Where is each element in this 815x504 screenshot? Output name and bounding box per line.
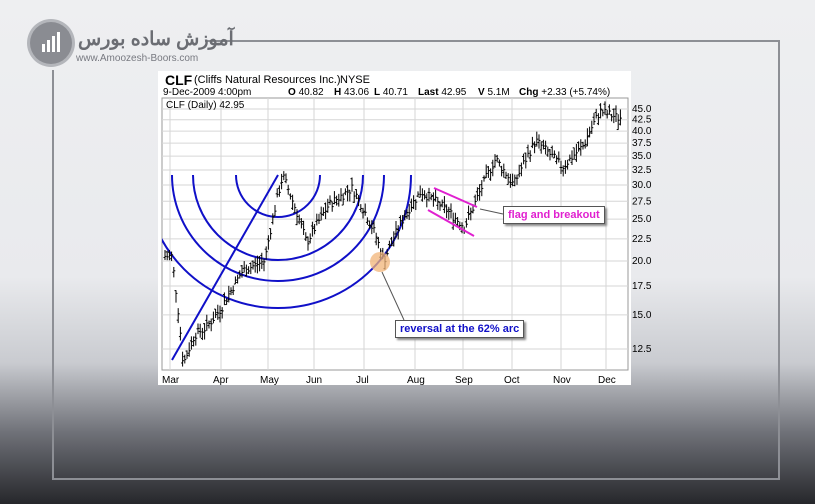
frame-top-line <box>205 40 780 42</box>
y-tick-label: 20.0 <box>632 256 652 267</box>
x-tick-label: Apr <box>213 375 229 386</box>
quote-volume: V 5.1M <box>478 87 510 98</box>
y-tick-label: 45.0 <box>632 104 652 115</box>
y-tick-label: 35.0 <box>632 151 652 162</box>
y-tick-label: 40.0 <box>632 126 652 137</box>
ticker-symbol: CLF <box>165 72 193 88</box>
trend-line <box>171 174 279 361</box>
x-tick-label: Oct <box>504 375 520 386</box>
y-tick-label: 37.5 <box>632 138 652 149</box>
fibonacci-arc <box>171 174 385 282</box>
brand-url: www.Amoozesh-Boors.com <box>76 53 199 64</box>
frame-right-line <box>778 40 780 480</box>
flag-breakout-callout: flag and breakout <box>503 206 605 224</box>
fibonacci-arc <box>192 174 364 261</box>
fibonacci-arc <box>162 174 412 309</box>
fibonacci-arc <box>235 174 321 218</box>
series-legend: CLF (Daily) 42.95 <box>166 100 245 111</box>
quote-last: Last 42.95 <box>418 87 467 98</box>
plot-area-border <box>161 97 629 371</box>
x-tick-label: Aug <box>407 375 425 386</box>
x-tick-label: Mar <box>162 375 180 386</box>
quote-change: Chg +2.33 (+5.74%) <box>519 87 611 98</box>
y-tick-label: 32.5 <box>632 165 652 176</box>
x-tick-label: Jun <box>306 375 322 386</box>
chart-logo-icon <box>42 32 60 52</box>
reversal-callout-leader <box>381 271 405 321</box>
brand-logo <box>30 22 72 64</box>
x-tick-label: Sep <box>455 375 473 386</box>
reversal-callout: reversal at the 62% arc <box>395 320 525 338</box>
frame-left-line <box>52 70 54 480</box>
x-tick-label: Jul <box>356 375 369 386</box>
reversal-marker <box>370 252 390 272</box>
x-tick-label: Nov <box>553 375 571 386</box>
flag-lower-line <box>427 209 475 237</box>
frame-bottom-line <box>52 478 780 480</box>
y-tick-label: 42.5 <box>632 115 652 126</box>
x-tick-label: Dec <box>598 375 616 386</box>
flag-upper-line <box>433 187 478 208</box>
company-name: (Cliffs Natural Resources Inc.) <box>194 74 341 86</box>
y-tick-label: 12.5 <box>632 344 652 355</box>
x-tick-label: May <box>260 375 279 386</box>
y-tick-label: 22.5 <box>632 234 652 245</box>
quote-open: O 40.82 <box>288 87 324 98</box>
quote-date: 9-Dec-2009 4:00pm <box>163 87 252 98</box>
quote-high: H 43.06 <box>334 87 370 98</box>
y-tick-label: 27.5 <box>632 196 652 207</box>
flag-callout-leader <box>479 208 504 215</box>
brand-name: آموزش ساده بورس <box>78 29 234 50</box>
exchange-name: NYSE <box>340 74 370 86</box>
y-tick-label: 30.0 <box>632 180 652 191</box>
chart-panel <box>158 71 631 385</box>
y-tick-label: 25.0 <box>632 214 652 225</box>
y-tick-label: 17.5 <box>632 281 652 292</box>
quote-low: L 40.71 <box>374 87 408 98</box>
y-tick-label: 15.0 <box>632 310 652 321</box>
